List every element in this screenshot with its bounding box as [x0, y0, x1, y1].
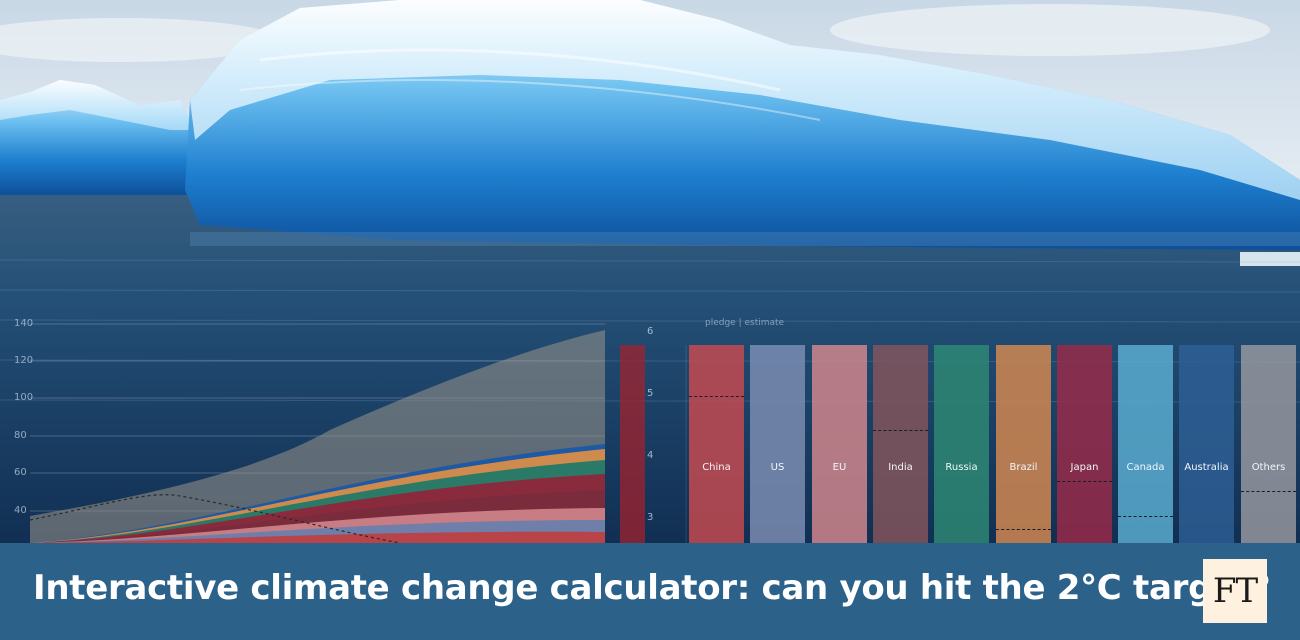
band-china: [30, 531, 605, 543]
right-ytick: 5: [647, 388, 654, 399]
left-ytick: 60: [14, 467, 27, 478]
country-column-others[interactable]: [1241, 345, 1296, 543]
country-column-japan[interactable]: [1057, 345, 1112, 543]
left-ytick: 120: [14, 355, 34, 366]
pledge-marker-brazil: [996, 529, 1051, 530]
temperature-scale-bar: [620, 345, 645, 543]
country-column-india[interactable]: [873, 345, 928, 543]
country-label-russia: Russia: [945, 462, 978, 473]
country-label-others: Others: [1251, 462, 1286, 473]
ft-logo-text: FT: [1212, 571, 1258, 611]
left-ytick: 40: [14, 505, 27, 516]
country-label-eu: EU: [832, 462, 847, 473]
country-column-australia[interactable]: [1179, 345, 1234, 543]
right-ytick: 3: [647, 512, 654, 523]
country-column-brazil[interactable]: [996, 345, 1051, 543]
pledge-marker-china: [689, 396, 744, 397]
country-label-canada: Canada: [1126, 462, 1165, 473]
pledge-marker-japan: [1057, 481, 1112, 482]
headline-banner[interactable]: [0, 543, 1300, 640]
country-column-us[interactable]: [750, 345, 805, 543]
left-ytick: 80: [14, 430, 27, 441]
pledge-marker-india: [873, 430, 928, 431]
pledge-trend-line: [29, 494, 401, 543]
country-column-china[interactable]: [689, 345, 744, 543]
ft-logo[interactable]: FT: [1203, 559, 1267, 623]
country-column-eu[interactable]: [812, 345, 867, 543]
left-ytick: 100: [14, 392, 34, 403]
left-ytick: 140: [14, 318, 34, 329]
country-label-japan: Japan: [1070, 462, 1099, 473]
headline-text[interactable]: Interactive climate change calculator: c…: [33, 568, 1271, 608]
country-label-australia: Australia: [1184, 462, 1229, 473]
country-label-china: China: [702, 462, 731, 473]
pledge-marker-others: [1241, 491, 1296, 492]
pledge-estimate-legend: pledge | estimate: [705, 318, 785, 328]
country-column-russia[interactable]: [934, 345, 989, 543]
pledge-marker-canada: [1118, 516, 1173, 517]
right-ytick: 4: [647, 450, 654, 461]
country-label-india: India: [888, 462, 913, 473]
right-ytick: 6: [647, 326, 654, 337]
country-label-us: US: [770, 462, 785, 473]
country-column-canada[interactable]: [1118, 345, 1173, 543]
country-label-brazil: Brazil: [1009, 462, 1038, 473]
